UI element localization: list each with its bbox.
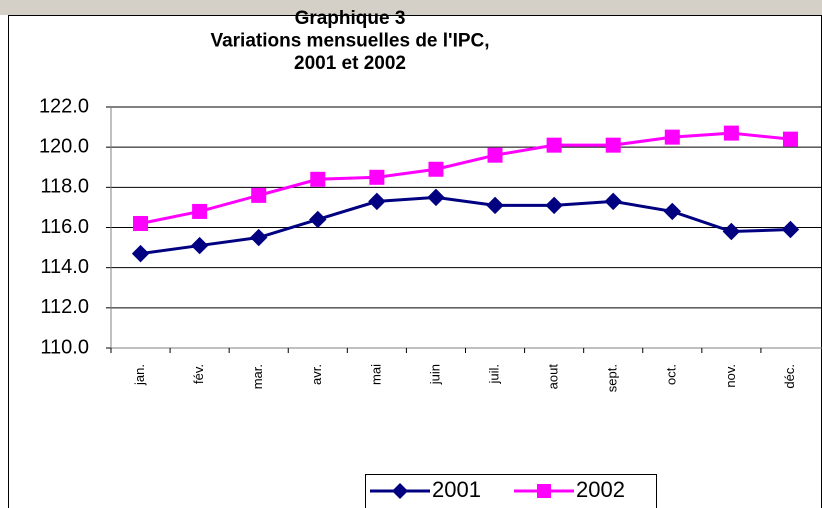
data-point <box>251 187 267 203</box>
legend-marker <box>537 484 551 498</box>
data-point <box>369 169 385 185</box>
data-point <box>604 192 622 211</box>
y-tick-label: 120.0 <box>39 135 89 157</box>
x-tick-label: juin <box>427 364 442 385</box>
y-tick-label: 122.0 <box>39 95 89 117</box>
data-point <box>782 131 798 147</box>
data-point <box>133 215 149 231</box>
y-tick-label: 114.0 <box>40 256 89 278</box>
data-point <box>309 210 327 229</box>
chart-title: Graphique 3 <box>295 8 406 29</box>
data-point <box>368 192 386 211</box>
data-point <box>192 203 208 219</box>
data-point <box>190 236 209 255</box>
x-tick-label: mar. <box>250 364 265 389</box>
data-point <box>131 244 150 263</box>
x-tick-label: oct. <box>664 364 679 385</box>
series-line <box>140 131 791 225</box>
y-tick-label: 116.0 <box>40 216 89 238</box>
legend-label: 2001 <box>432 477 481 502</box>
data-point <box>605 137 621 153</box>
data-point <box>664 129 680 145</box>
chart-frame <box>8 15 822 508</box>
x-tick-label: mai <box>368 364 383 385</box>
series-line <box>140 195 791 256</box>
data-point <box>722 222 741 241</box>
x-tick-label: sept. <box>605 364 620 392</box>
data-point <box>781 220 800 239</box>
legend-label: 2002 <box>576 477 625 502</box>
top-band <box>0 0 822 15</box>
chart-title: 2001 et 2002 <box>294 53 406 74</box>
x-tick-label: avr. <box>309 364 324 385</box>
data-point <box>487 147 503 163</box>
data-point <box>723 125 739 141</box>
data-point <box>663 202 681 221</box>
data-point <box>486 196 504 215</box>
x-tick-label: déc. <box>782 364 797 389</box>
data-point <box>546 137 562 153</box>
y-tick-label: 112.0 <box>40 296 89 318</box>
chart-title: Variations mensuelles de l'IPC, <box>210 31 489 52</box>
data-point <box>545 196 563 215</box>
data-point <box>310 171 326 187</box>
x-tick-label: nov. <box>723 364 738 388</box>
data-point <box>427 188 445 207</box>
x-tick-label: aout <box>546 364 561 390</box>
x-tick-label: juil. <box>486 364 501 385</box>
legend-marker <box>392 483 408 499</box>
data-point <box>250 228 268 247</box>
x-tick-label: fév. <box>191 364 206 384</box>
data-point <box>428 161 444 177</box>
x-tick-label: jan. <box>132 364 147 386</box>
y-tick-label: 118.0 <box>40 176 89 198</box>
y-tick-label: 110.0 <box>40 336 89 358</box>
